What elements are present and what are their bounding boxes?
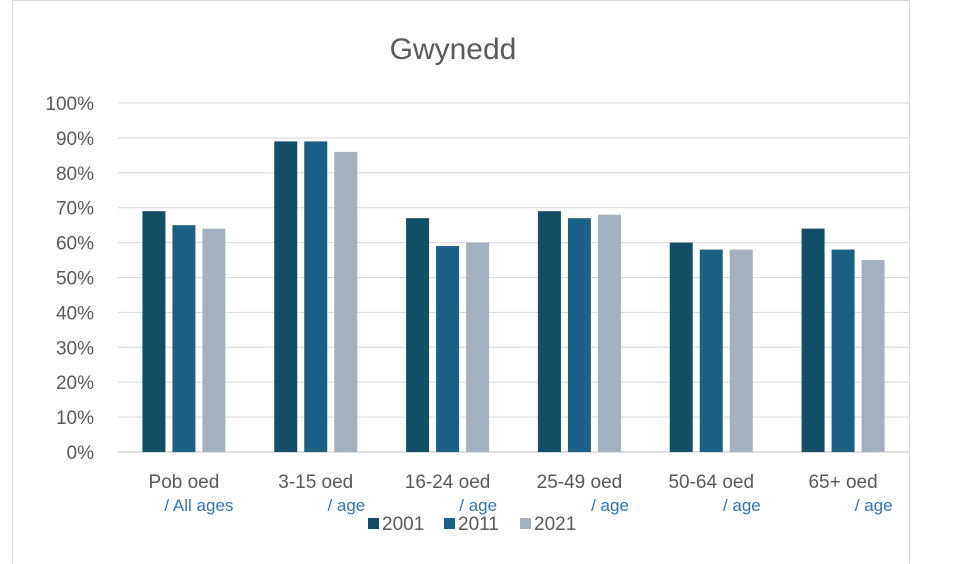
y-tick-label: 10% [56,408,94,429]
bar-2021-4 [597,214,621,452]
legend: 2001 2011 2021 [368,514,576,535]
bar-2021-3 [466,242,490,452]
x-axis-category-labels: Pob oed / All ages 3-15 oed / age 16-24 oed /… [149,472,893,515]
bar-2001-1 [142,211,166,452]
x-category-label: 16-24 oed [405,472,491,493]
bar-2001-2 [274,141,298,452]
bar-2021-2 [334,151,358,453]
y-tick-label: 50% [56,269,94,290]
bar-2011-6 [831,249,855,452]
legend-label-2021: 2021 [534,514,576,535]
y-tick-label: 40% [56,303,94,324]
bar-2021-5 [729,249,753,452]
chart-title: Gwynedd [390,33,517,66]
legend-swatch-2001 [368,518,379,529]
bar-2001-6 [801,228,825,452]
bar-2021-6 [861,260,885,452]
x-category-sublabel: / age [723,496,761,515]
y-tick-label: 60% [56,234,94,255]
legend-swatch-2011 [444,518,455,529]
x-category-sublabel: / age [459,496,497,515]
bar-2011-1 [172,225,196,452]
x-category-label: 65+ oed [808,472,877,493]
y-tick-label: 70% [56,199,94,220]
bar-2001-4 [537,211,561,452]
bar-2011-4 [567,218,591,452]
y-tick-label: 20% [56,373,94,394]
chart-svg: Gwynedd 0% 10% 20% 30% 40% 50% 60% 70% 80% 90% 100… [45,33,909,535]
gridlines [118,102,909,453]
x-category-label: 3-15 oed [278,472,353,493]
bar-2001-3 [406,218,430,452]
bar-2011-3 [436,246,460,452]
x-category-label: 25-49 oed [537,472,623,493]
y-tick-label: 90% [56,129,94,150]
bar-2001-5 [669,242,693,452]
bar-2011-2 [304,141,328,452]
y-tick-label: 100% [45,94,94,115]
x-category-sublabel: / age [591,496,629,515]
legend-label-2001: 2001 [382,514,424,535]
x-category-label: Pob oed [149,472,220,493]
y-tick-label: 30% [56,338,94,359]
chart-frame: Gwynedd 0% 10% 20% 30% 40% 50% 60% 70% 80% 90% 100… [12,0,910,563]
legend-label-2011: 2011 [458,514,499,535]
x-category-sublabel: / All ages [164,496,233,515]
legend-swatch-2021 [520,518,531,529]
x-category-sublabel: / age [855,496,893,515]
y-axis-tick-labels: 0% 10% 20% 30% 40% 50% 60% 70% 80% 90% 100% [45,94,94,464]
x-category-label: 50-64 oed [668,472,754,493]
bar-2021-1 [202,228,226,452]
bars [142,141,885,453]
y-tick-label: 80% [56,164,94,185]
bar-2011-5 [699,249,723,452]
x-category-sublabel: / age [327,496,365,515]
y-tick-label: 0% [67,443,95,464]
